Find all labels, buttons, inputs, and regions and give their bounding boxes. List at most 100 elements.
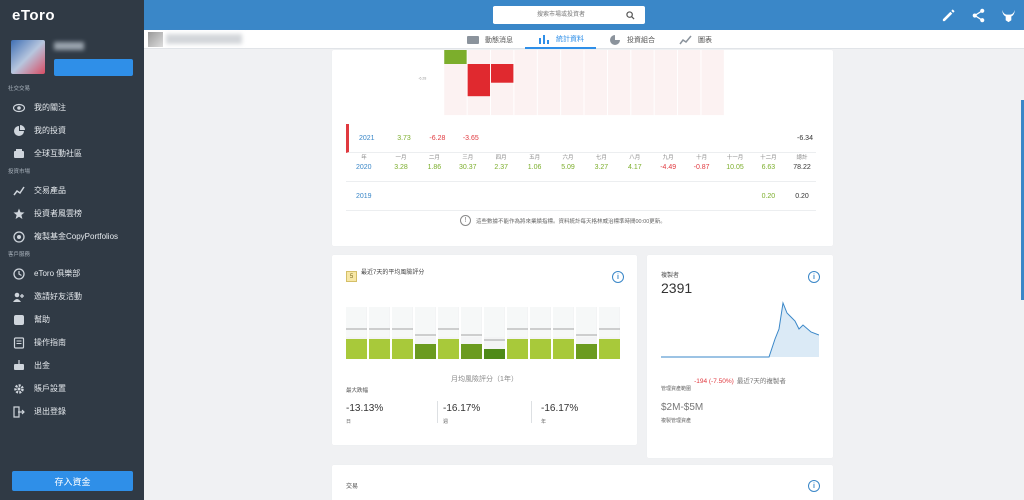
star-icon xyxy=(12,207,26,221)
month-label: 十二月 xyxy=(760,155,777,161)
eye-icon xyxy=(12,101,26,115)
etoro-logo[interactable]: eToro xyxy=(12,6,56,24)
sidebar-item-help[interactable]: 幫助 xyxy=(0,308,144,331)
month-label: 四月 xyxy=(495,155,507,161)
risk-score-chart xyxy=(346,307,620,359)
username-redacted xyxy=(54,42,84,50)
sidebar-section-title: 社交交易 xyxy=(8,86,31,92)
month-bar[interactable] xyxy=(444,50,467,64)
month-value: 1.06 xyxy=(527,163,542,171)
sidebar-item-logout[interactable]: 退出登錄 xyxy=(0,400,144,423)
sidebar-item-trend[interactable]: 交易產品 xyxy=(0,179,144,202)
sidebar-item-withdraw[interactable]: 出金 xyxy=(0,354,144,377)
month-bar[interactable] xyxy=(491,64,514,83)
sidebar-item-invite[interactable]: 邀請好友活動 xyxy=(0,285,144,308)
sidebar-item-label: 退出登錄 xyxy=(34,407,66,416)
month-label: 二月 xyxy=(428,155,440,161)
sidebar-item-pie[interactable]: 我的投資 xyxy=(0,119,144,142)
scrollbar[interactable] xyxy=(1021,100,1024,300)
risk-bar[interactable] xyxy=(346,339,367,359)
search-input[interactable] xyxy=(493,7,623,23)
table-row[interactable]: 2020 3.28 1.86 30.37 2.37 1.06 5.09 3.27 4.17 -4.… xyxy=(346,153,816,182)
month-value: 3.73 xyxy=(397,134,411,142)
year-total: 78.22 xyxy=(793,163,811,171)
risk-bar[interactable] xyxy=(599,339,620,359)
deposit-button[interactable]: 存入資金 xyxy=(12,471,133,491)
month-value: 10.05 xyxy=(726,163,744,171)
month-value: 6.63 xyxy=(761,163,776,171)
profile-button[interactable] xyxy=(54,59,133,76)
risk-caption: 月均風險評分（1年） xyxy=(451,376,518,383)
performance-note: ! 這些數據不能作為將來業績指標。資料統計每天格林威治標準時間00:00更新。 xyxy=(460,215,666,226)
sidebar-item-feed[interactable]: 全球互動社區 xyxy=(0,142,144,165)
risk-bar[interactable] xyxy=(438,339,459,359)
month-label: 三月 xyxy=(462,155,474,161)
risk-card: 5 最近7天的平均風險評分 i 月均風險評分（1年） 最大跌幅 -13.13% … xyxy=(332,255,637,445)
share-icon[interactable] xyxy=(970,7,986,23)
month-label: 八月 xyxy=(629,155,641,161)
month-column-bg xyxy=(537,50,561,116)
risk-bar[interactable] xyxy=(553,339,574,359)
risk-badge: 5 xyxy=(346,271,357,282)
sidebar-item-label: eToro 俱樂部 xyxy=(34,269,81,278)
tab-news[interactable]: 動態消息 xyxy=(454,30,525,49)
table-row[interactable]: 2019 0.20 0.20 xyxy=(346,182,816,211)
table-row[interactable]: 2021 3.73 -6.28 -3.65 -6.34 xyxy=(346,124,816,153)
sidebar-item-settings[interactable]: 賬戶設置 xyxy=(0,377,144,400)
month-column-bg xyxy=(701,50,724,116)
sidebar-item-label: 幫助 xyxy=(34,315,50,324)
copiers-chart xyxy=(661,301,819,358)
tab-chart[interactable]: 圖表 xyxy=(667,30,724,49)
sidebar-item-star[interactable]: 投資者風雲榜 xyxy=(0,202,144,225)
sub-username-redacted xyxy=(166,34,242,44)
risk-bar[interactable] xyxy=(369,339,390,359)
sidebar: eToro 社交交易我的關注我的投資全球互動社區投資市場交易產品投資者風雲榜 複製… xyxy=(0,0,144,500)
risk-bar[interactable] xyxy=(484,349,505,359)
sidebar-section-title: 投資市場 xyxy=(8,169,31,175)
month-bar[interactable] xyxy=(467,64,491,97)
tab-label: 統計資料 xyxy=(556,35,584,43)
risk-bar[interactable] xyxy=(415,344,436,359)
info-icon[interactable]: i xyxy=(808,271,820,283)
year-cell[interactable]: 2019 xyxy=(356,192,372,200)
sub-avatar[interactable] xyxy=(148,32,163,47)
withdraw-icon xyxy=(12,359,26,373)
sidebar-item-label: 全球互動社區 xyxy=(34,149,82,158)
copyportfolio-icon xyxy=(12,230,26,244)
sidebar-item-label: 操作指南 xyxy=(34,338,66,347)
edit-icon[interactable] xyxy=(940,7,956,23)
month-label: 七月 xyxy=(595,155,607,161)
profile-tabs: 動態消息 統計資料 投資組合 圖表 xyxy=(454,30,724,49)
drawdown-day: -13.13% 日 xyxy=(346,403,384,425)
risk-bar[interactable] xyxy=(392,339,413,359)
avatar[interactable] xyxy=(11,40,45,74)
sidebar-item-eye[interactable]: 我的關注 xyxy=(0,96,144,119)
sidebar-item-guide[interactable]: 操作指南 xyxy=(0,331,144,354)
month-value: -3.65 xyxy=(462,134,479,142)
search-icon[interactable] xyxy=(623,8,637,22)
sidebar-item-label: 邀請好友活動 xyxy=(34,292,82,301)
aum-label: 管理資產範圍 xyxy=(661,386,692,392)
year-cell[interactable]: 2021 xyxy=(359,134,375,142)
tab-stats[interactable]: 統計資料 xyxy=(525,30,596,49)
sidebar-item-label: 我的關注 xyxy=(34,103,66,112)
month-label: 十一月 xyxy=(726,155,744,161)
year-cell[interactable]: 2020 xyxy=(356,163,372,171)
tab-portfolio[interactable]: 投資組合 xyxy=(596,30,667,49)
info-icon[interactable]: i xyxy=(808,480,820,492)
copiers-count: 2391 xyxy=(661,280,693,296)
risk-bar[interactable] xyxy=(576,344,597,359)
month-label: 六月 xyxy=(562,155,574,161)
invite-icon xyxy=(12,290,26,304)
risk-bar[interactable] xyxy=(461,344,482,359)
risk-bar[interactable] xyxy=(530,339,551,359)
sidebar-item-label: 交易產品 xyxy=(34,186,66,195)
sidebar-item-club[interactable]: eToro 俱樂部 xyxy=(0,262,144,285)
month-column-bg xyxy=(561,50,584,116)
sidebar-section-title: 客戶服務 xyxy=(8,252,31,258)
sidebar-item-copyportfolio[interactable]: 複製基金CopyPortfolios xyxy=(0,225,144,248)
risk-bar[interactable] xyxy=(507,339,528,359)
settings-icon xyxy=(12,382,26,396)
info-icon[interactable]: i xyxy=(612,271,624,283)
etoro-bull-icon[interactable] xyxy=(1000,7,1016,23)
